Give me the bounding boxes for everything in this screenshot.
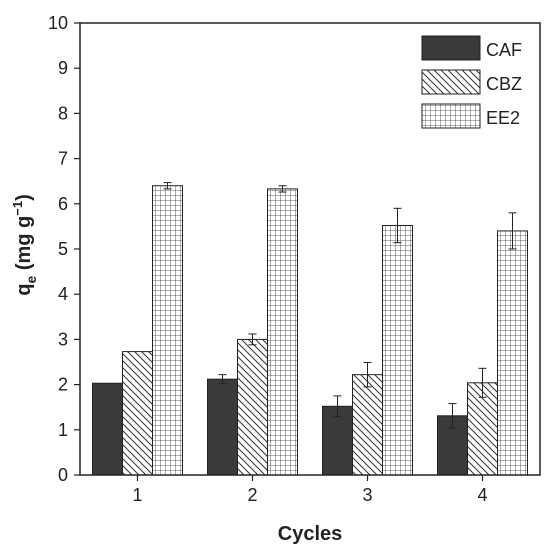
y-tick-label: 3: [58, 329, 68, 349]
x-tick-label: 3: [362, 485, 372, 505]
y-axis-title-sup: −1: [10, 201, 25, 216]
bar-ee2-cycle-4: [497, 230, 528, 476]
bar-ee2-cycle-1: [152, 185, 183, 476]
y-tick-label: 10: [48, 13, 68, 33]
error-bar-ee2-cycle-3: [393, 207, 402, 244]
error-bar-ee2-cycle-2: [278, 185, 287, 193]
bar-caf-cycle-2: [207, 378, 238, 476]
error-bar-caf-cycle-3: [333, 395, 342, 418]
y-axis-title-close: ): [13, 194, 35, 201]
x-axis: 1 2 3 4: [132, 475, 488, 505]
bar-ee2-cycle-2: [267, 188, 298, 476]
bar-ee2-cycle-3: [382, 224, 413, 476]
y-axis: 0 1 2 3 4 5 6 7 8 9 10: [48, 13, 80, 485]
error-bar-cbz-cycle-4: [478, 367, 487, 398]
y-tick-label: 5: [58, 239, 68, 259]
legend-swatch-cbz: [421, 69, 481, 95]
bar-cbz-cycle-1: [122, 351, 153, 476]
legend-swatch-ee2: [421, 103, 481, 129]
y-tick-label: 7: [58, 149, 68, 169]
bar-cbz-cycle-2: [237, 338, 268, 476]
y-tick-label: 6: [58, 194, 68, 214]
bar-cbz-cycle-3: [352, 374, 383, 476]
bar-caf-cycle-1: [92, 382, 123, 476]
x-tick-label: 4: [477, 485, 487, 505]
y-tick-label: 4: [58, 284, 68, 304]
y-tick-label: 2: [58, 375, 68, 395]
y-axis-title-unit: (mg g: [13, 216, 35, 276]
y-tick-label: 1: [58, 420, 68, 440]
legend-label-ee2: EE2: [486, 108, 520, 128]
error-bar-caf-cycle-2: [218, 374, 227, 385]
bars-layer: [92, 185, 528, 476]
error-bar-ee2-cycle-1: [163, 182, 172, 190]
legend-swatch-caf: [421, 35, 481, 61]
x-axis-title: Cycles: [278, 523, 343, 545]
error-bar-ee2-cycle-4: [508, 212, 517, 250]
y-axis-title-sub: e: [23, 276, 39, 284]
legend: CAF CBZ EE2: [421, 35, 522, 129]
y-axis-title-main: q: [13, 284, 35, 296]
error-bar-cbz-cycle-2: [248, 333, 257, 346]
error-bar-caf-cycle-4: [448, 403, 457, 429]
error-bars-layer: [163, 182, 517, 429]
y-tick-label: 0: [58, 465, 68, 485]
y-axis-title: qe (mg g−1): [10, 194, 39, 296]
bar-caf-cycle-3: [322, 405, 353, 476]
error-bar-cbz-cycle-3: [363, 361, 372, 388]
y-tick-label: 9: [58, 58, 68, 78]
legend-label-cbz: CBZ: [486, 74, 522, 94]
y-tick-label: 8: [58, 103, 68, 123]
x-tick-label: 1: [132, 485, 142, 505]
x-tick-label: 2: [247, 485, 257, 505]
legend-label-caf: CAF: [486, 40, 522, 60]
